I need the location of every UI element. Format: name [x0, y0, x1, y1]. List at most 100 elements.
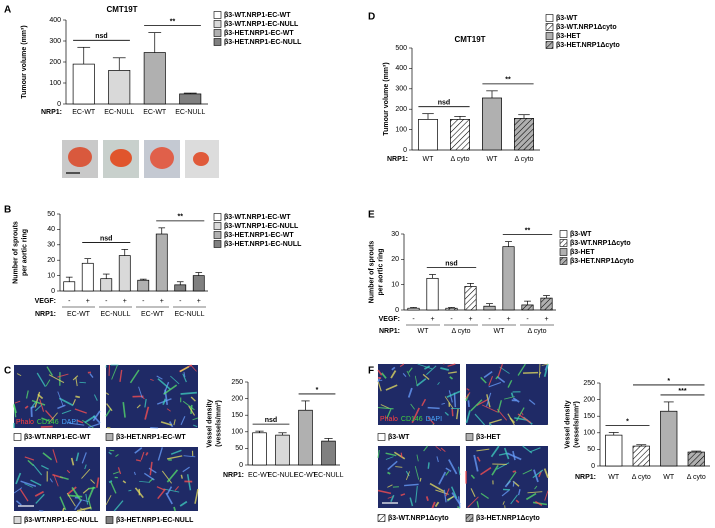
micrograph-detail: [92, 410, 101, 422]
micrograph-detail: [517, 363, 526, 376]
x-tick-label: Δ cyto: [632, 474, 651, 481]
micrograph-detail: [456, 408, 459, 420]
micrograph-detail: [502, 501, 505, 505]
legend-swatch: [213, 231, 222, 239]
y-tick-label: 250: [583, 380, 595, 387]
x-tick-label: EC-WT: [67, 311, 91, 318]
micrograph-detail: [163, 384, 178, 395]
bar: [418, 119, 438, 151]
micrograph-detail: [510, 392, 514, 398]
micrograph-detail: [148, 467, 157, 474]
micrograph-detail: [400, 452, 403, 458]
legend-label: β3-HET.NRP1-EC-NULL: [224, 241, 302, 248]
legend-swatch: [13, 516, 22, 524]
x-tick-label: +: [468, 316, 472, 323]
bar: [143, 52, 166, 105]
x-tick-label: WT: [423, 156, 435, 163]
legend-label: β3-HET.NRP1-EC-WT: [224, 232, 294, 239]
x-row-label: NRP1:: [35, 311, 56, 318]
bar-hatch: [464, 286, 477, 310]
micrograph-detail: [538, 371, 542, 376]
micrograph-detail: [32, 464, 43, 476]
micrograph-detail: [476, 448, 490, 452]
micrograph-detail: [480, 492, 489, 499]
micrograph-detail: [443, 489, 447, 503]
micrograph-detail: [422, 373, 430, 381]
micrograph-detail: [13, 487, 23, 494]
micrograph-detail: [145, 452, 149, 456]
micrograph-detail: [180, 416, 186, 426]
micrograph-detail: [465, 410, 471, 424]
micrograph-detail: [42, 452, 53, 461]
image-label: β3-WT.NRP1-EC-NULL: [24, 517, 99, 524]
micrograph-detail: [416, 378, 427, 387]
micrograph-detail: [426, 365, 437, 376]
micrograph-detail: [105, 495, 112, 506]
micrograph-detail: [427, 416, 435, 425]
micrograph-detail: [174, 486, 180, 491]
panel-letter: C: [4, 366, 11, 377]
micrograph-detail: [143, 472, 155, 481]
y-tick-label: 30: [391, 231, 399, 238]
micrograph-detail: [391, 366, 396, 371]
y-tick-label: 0: [51, 288, 55, 295]
micrograph-detail: [46, 366, 53, 376]
x-tick-label: WT: [487, 156, 499, 163]
bar-hatch: [688, 452, 705, 466]
x-row-label: VEGF:: [35, 298, 56, 305]
micrograph-detail: [34, 490, 44, 497]
x-tick-label: Δ cyto: [514, 156, 533, 163]
micrograph-detail: [136, 404, 141, 409]
micrograph-detail: [446, 495, 455, 501]
micrograph-detail: [75, 377, 78, 387]
significance-label: nsd: [100, 235, 112, 242]
micrograph-detail: [144, 398, 147, 408]
micrograph-detail: [39, 398, 45, 412]
micrograph-detail: [445, 467, 452, 472]
legend-label: β3-HET: [570, 249, 595, 256]
micrograph-detail: [436, 456, 439, 463]
x-tick-label: EC-NULL: [104, 109, 134, 116]
micrograph-detail: [522, 469, 533, 475]
micrograph-detail: [135, 459, 142, 462]
micrograph-detail: [497, 400, 503, 413]
y-tick-label: 0: [395, 307, 399, 314]
micrograph-detail: [157, 378, 171, 391]
micrograph-detail: [381, 372, 387, 379]
legend-label: β3-HET: [556, 33, 581, 40]
panel-letter: F: [368, 366, 374, 377]
bar: [192, 275, 205, 292]
bar: [100, 278, 113, 292]
x-tick-label: WT: [494, 328, 506, 335]
x-tick-label: +: [197, 298, 201, 305]
y-tick-label: 200: [583, 396, 595, 403]
image-label: β3-WT: [388, 434, 410, 441]
y-axis-title: (vessels/mm²): [573, 401, 580, 448]
micrograph-detail: [440, 447, 446, 452]
legend-hatch: [466, 514, 473, 522]
micrograph-detail: [75, 452, 80, 462]
bar: [72, 63, 95, 105]
micrograph-detail: [421, 398, 427, 407]
micrograph-detail: [150, 378, 154, 381]
micrograph-detail: [105, 408, 112, 417]
bar: [137, 279, 150, 292]
legend-swatch: [213, 20, 222, 28]
micrograph-detail: [14, 400, 21, 404]
y-tick-label: 300: [49, 38, 61, 45]
micrograph-detail: [497, 363, 503, 377]
micrograph-detail: [85, 493, 89, 505]
micrograph-detail: [506, 452, 522, 461]
micrograph-detail: [19, 488, 29, 502]
micrograph-detail: [62, 507, 65, 512]
micrograph-detail: [192, 417, 199, 421]
micrograph-detail: [87, 423, 101, 429]
micrograph-detail: [538, 363, 541, 378]
x-tick-label: -: [450, 316, 453, 323]
x-tick-label: -: [488, 316, 491, 323]
micrograph-detail: [36, 372, 46, 388]
micrograph-detail: [410, 403, 415, 410]
bar: [174, 284, 187, 292]
micrograph-detail: [476, 398, 489, 407]
micrograph-detail: [453, 392, 457, 408]
